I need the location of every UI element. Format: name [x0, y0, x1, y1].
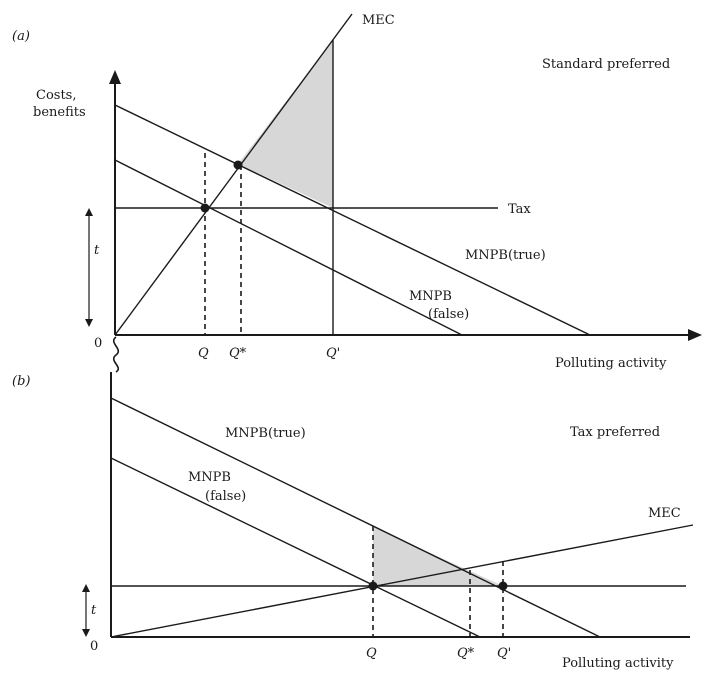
panel-b-mnpb-false-label-1: MNPB — [188, 470, 231, 485]
panel-a-mnpb-true-label: MNPB(true) — [465, 248, 546, 263]
panel-b-x-axis-label: Polluting activity — [562, 656, 674, 671]
panel-a-mnpb-false-line — [114, 159, 463, 336]
panel-b-mnpb-true-label: MNPB(true) — [225, 426, 306, 441]
panel-b-mnpb-false-label-2: (false) — [205, 489, 246, 504]
panel-a-tax-rate-label: t — [94, 243, 100, 258]
panel-b-mnpb-false-line — [110, 457, 481, 638]
panel-b-tax-rate-arrow — [82, 584, 90, 637]
panel-b-tax-point — [498, 581, 508, 591]
panel-b-origin: 0 — [90, 639, 98, 654]
panel-a-mnpb-false-label-2: (false) — [428, 307, 469, 322]
panel-a-tax-rate-arrow — [85, 208, 93, 327]
panel-a-y-axis-arrow — [109, 70, 121, 84]
panel-a-tag: (a) — [12, 29, 30, 44]
panel-a-y-axis-label-1: Costs, — [36, 88, 76, 103]
panel-b-q-star-label: Q* — [457, 646, 475, 661]
panel-b-mec-label: MEC — [648, 506, 681, 521]
panel-b-tag: (b) — [12, 374, 30, 389]
panel-b-equilibrium-point — [368, 581, 378, 591]
panel-a-mec-line — [114, 13, 353, 336]
panel-a-x-axis-label: Polluting activity — [555, 356, 667, 371]
panel-a-q-prime-label: Q' — [326, 346, 340, 361]
panel-b: (b) Tax preferred t MNPB(true) MNPB (fal… — [12, 372, 694, 671]
panel-a-origin: 0 — [94, 336, 102, 351]
panel-a: (a) Costs, benefits Standard preferred t — [12, 13, 702, 371]
panel-a-y-axis-label-2: benefits — [33, 105, 86, 120]
panel-a-mnpb-true-line — [114, 104, 591, 336]
panel-b-q-prime-label: Q' — [497, 646, 511, 661]
panel-b-mec-line — [110, 524, 694, 638]
panel-a-preferred-note: Standard preferred — [542, 57, 670, 72]
panel-a-mnpb-false-label-1: MNPB — [409, 289, 452, 304]
panel-a-equilibrium-point — [200, 203, 210, 213]
axis-break-squiggle — [112, 336, 120, 373]
panel-a-mec-label: MEC — [362, 13, 395, 28]
panel-b-mnpb-true-line — [110, 397, 601, 638]
panel-a-q-star-label: Q* — [229, 346, 247, 361]
panel-a-optimum-point — [233, 160, 243, 170]
panel-a-q-label: Q — [198, 346, 209, 361]
panel-b-tax-rate-label: t — [91, 603, 97, 618]
panel-b-preferred-note: Tax preferred — [570, 425, 660, 440]
panel-b-q-label: Q — [366, 646, 377, 661]
panel-a-x-axis-arrow — [688, 329, 702, 341]
panel-a-welfare-loss-area — [238, 40, 333, 208]
panel-a-tax-label: Tax — [508, 202, 531, 217]
